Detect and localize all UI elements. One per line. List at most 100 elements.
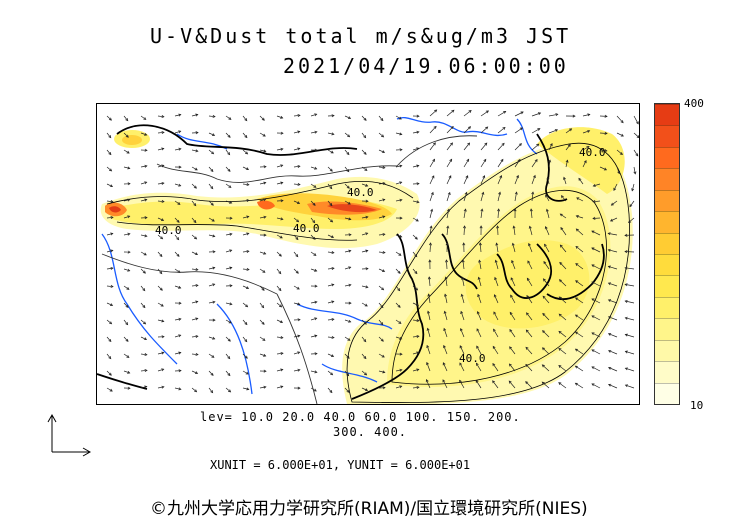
wind-arrow — [548, 129, 558, 134]
wind-arrow — [625, 334, 635, 338]
colorbar-max-label: 400 — [684, 97, 704, 110]
wind-arrow — [242, 166, 249, 170]
wind-arrow-head — [245, 167, 250, 171]
wind-arrow-head — [631, 188, 635, 192]
wind-arrow-head — [465, 175, 469, 179]
wind-arrow — [123, 285, 130, 290]
wind-arrow — [463, 159, 469, 168]
wind-arrow — [327, 234, 334, 238]
wind-arrow — [208, 370, 214, 376]
wind-arrow — [344, 336, 351, 341]
wind-arrow — [157, 217, 164, 221]
wind-arrow — [531, 192, 534, 202]
wind-arrow — [428, 294, 431, 304]
wind-arrow-head — [624, 367, 628, 371]
wind-arrow-head — [559, 261, 563, 265]
wind-arrow — [191, 251, 198, 255]
wind-arrow — [558, 382, 567, 389]
wind-arrow-head — [592, 216, 596, 220]
wind-arrow-head — [575, 263, 579, 267]
contour-levels-cont: 300. 400. — [333, 425, 408, 439]
wind-arrow — [576, 215, 584, 219]
wind-arrow-head — [228, 185, 232, 188]
wind-arrow — [310, 335, 317, 338]
wind-arrow-head — [108, 356, 112, 360]
wind-arrow — [576, 228, 584, 236]
wind-arrow-head — [143, 321, 147, 325]
colorbar-band — [655, 168, 679, 190]
wind-arrow — [310, 200, 316, 206]
wind-arrow-head — [125, 338, 129, 342]
wind-arrow-head — [381, 287, 385, 291]
wind-arrow-head — [159, 287, 163, 291]
dust-field — [100, 127, 633, 404]
wind-arrow — [208, 166, 214, 172]
wind-arrow-head — [193, 203, 197, 207]
wind-arrow-head — [382, 166, 386, 170]
wind-arrow-head — [212, 300, 216, 304]
wind-arrow-head — [624, 316, 628, 320]
wind-arrow — [276, 217, 283, 220]
wind-arrow-head — [567, 143, 571, 147]
wind-arrow-head — [108, 372, 112, 376]
wind-arrow-head — [416, 319, 420, 323]
wind-arrow-head — [278, 288, 282, 292]
wind-arrow — [497, 111, 506, 117]
wind-arrow — [140, 199, 147, 202]
wind-arrow-head — [415, 218, 419, 222]
wind-arrow — [543, 261, 550, 270]
wind-arrow-head — [331, 251, 335, 255]
wind-arrow — [344, 319, 351, 323]
wind-arrow — [591, 315, 601, 321]
wind-arrow-head — [126, 150, 130, 154]
wind-arrow — [174, 268, 181, 273]
wind-arrow — [625, 284, 635, 287]
wind-arrow-head — [280, 147, 284, 151]
wind-arrow-head — [607, 316, 612, 319]
wind-arrow-head — [177, 270, 181, 273]
wind-arrow-head — [604, 149, 608, 153]
wind-arrow — [123, 336, 129, 342]
wind-arrow — [531, 128, 541, 134]
wind-arrow — [140, 234, 147, 237]
wind-arrow — [478, 277, 482, 287]
wind-arrow — [310, 301, 317, 304]
wind-arrow — [157, 200, 165, 203]
wind-arrow-head — [444, 293, 448, 297]
wind-arrow-head — [526, 295, 530, 299]
wind-arrow-head — [583, 160, 587, 164]
wind-arrow — [327, 217, 333, 223]
wind-arrow — [242, 336, 248, 342]
wind-arrow — [582, 160, 587, 168]
wind-arrow-head — [297, 147, 301, 151]
wind-arrow-head — [416, 351, 420, 355]
wind-arrow-head — [610, 202, 614, 206]
wind-arrow-head — [297, 386, 301, 390]
wind-arrow — [327, 267, 335, 270]
wind-arrow — [225, 336, 231, 342]
wind-arrow — [527, 260, 533, 270]
wind-arrow — [480, 110, 489, 117]
wind-arrow — [123, 268, 130, 272]
wind-arrow-head — [245, 304, 249, 308]
wind-arrow-head — [541, 364, 545, 368]
wind-arrow — [242, 132, 248, 138]
wind-arrow-head — [314, 268, 318, 272]
wind-arrow — [361, 387, 368, 391]
wind-arrow-head — [558, 279, 562, 283]
wind-arrow-head — [229, 200, 233, 204]
wind-arrow — [559, 279, 567, 287]
wind-arrow — [157, 319, 164, 322]
wind-arrow-head — [161, 335, 165, 339]
wind-arrow-head — [476, 328, 480, 332]
colorbar-band — [655, 382, 679, 404]
colorbar — [654, 103, 680, 405]
wind-arrow-head — [144, 353, 148, 357]
wind-arrow-head — [297, 302, 301, 306]
wind-arrow — [463, 142, 470, 151]
wind-arrow-head — [280, 336, 284, 340]
wind-arrow — [378, 233, 385, 236]
colorbar-min-label: 10 — [690, 399, 704, 412]
wind-arrow-head — [432, 158, 435, 162]
wind-arrow — [608, 282, 618, 287]
